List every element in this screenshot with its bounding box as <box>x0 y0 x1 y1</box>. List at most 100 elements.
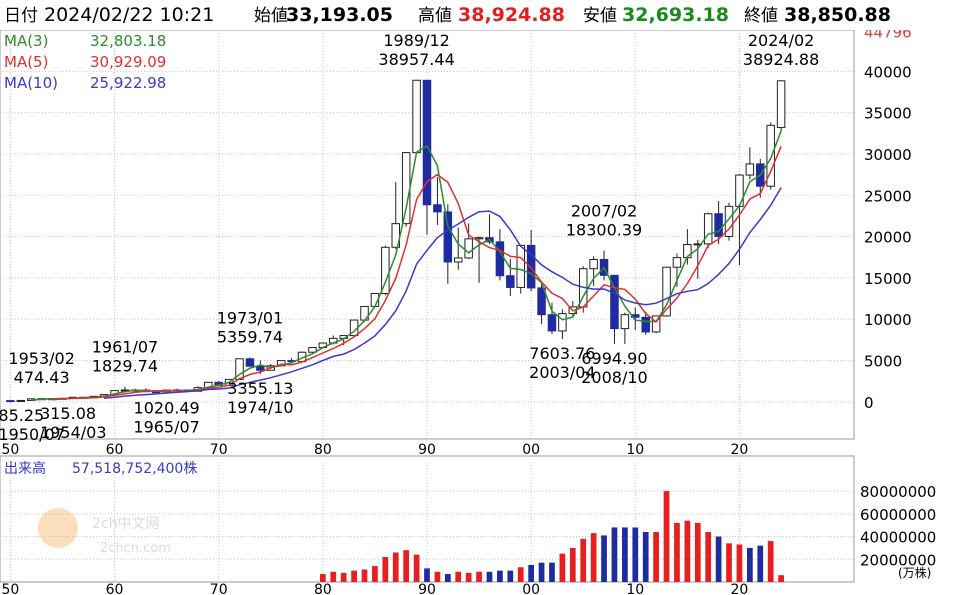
price-y-tick-label: 5000 <box>864 353 902 371</box>
legend-ma5-value: 30,929.09 <box>90 53 166 71</box>
date-label: 日付 <box>4 6 38 26</box>
candle-body <box>724 205 734 237</box>
volume-bar <box>361 569 368 582</box>
price-annotation-label: 1989/12 <box>383 31 449 50</box>
volume-bar <box>434 571 441 582</box>
legend-ma3-value: 32,803.18 <box>90 32 166 50</box>
candle-body <box>443 211 453 263</box>
volume-bar <box>403 550 410 582</box>
legend-ma5-label: MA(5) <box>4 53 48 71</box>
watermark-logo-icon <box>38 508 78 548</box>
volume-bar <box>778 575 784 582</box>
price-annotation-label: 2003/04 <box>529 363 595 382</box>
volume-bar <box>642 532 649 582</box>
candle-body <box>453 257 463 263</box>
price-y-axis: 0 5000 10000 15000 20000 25000 30000 35000 40000… <box>864 24 912 412</box>
volume-bar <box>486 571 493 582</box>
candle-body <box>558 313 567 332</box>
candle-body <box>401 152 411 225</box>
header-bar <box>0 0 954 30</box>
price-annotation-label: 1020.49 <box>134 398 200 417</box>
volume-x-tick-label: 70 <box>210 582 228 595</box>
volume-bar <box>340 572 347 582</box>
price-x-tick-label: 10 <box>626 442 644 458</box>
candle-body <box>245 358 255 367</box>
volume-bar <box>538 562 545 582</box>
candle-body <box>766 124 775 187</box>
price-annotation-label: 1954/03 <box>40 423 106 442</box>
price-annotation-label: 1953/02 <box>8 349 74 368</box>
volume-x-tick-label: 50 <box>2 582 20 595</box>
volume-bar <box>517 567 524 582</box>
price-y-tick-label: 15000 <box>864 270 912 288</box>
price-x-tick-label: 80 <box>314 442 332 458</box>
volume-x-tick-label: 80 <box>314 582 332 595</box>
volume-y-axis: 20000000 40000000 60000000 80000000 <box>860 483 936 569</box>
price-annotation-label: 1974/10 <box>227 398 293 417</box>
volume-bar <box>705 532 712 582</box>
price-annotation-label: 18300.39 <box>566 221 642 240</box>
volume-bar <box>319 574 326 582</box>
volume-bar <box>507 570 514 582</box>
candle-body <box>641 316 650 333</box>
candle-body <box>714 213 723 237</box>
candle-body <box>703 213 713 245</box>
volume-bar <box>726 543 732 582</box>
open-label: 始値 <box>254 6 288 26</box>
volume-bar <box>611 527 618 582</box>
price-annotation-label: 2007/02 <box>571 202 637 221</box>
volume-bar <box>674 522 680 582</box>
candle-body <box>651 315 661 333</box>
volume-bar <box>694 522 701 582</box>
volume-bar <box>590 533 597 582</box>
candle-body <box>6 400 15 403</box>
price-annotation-label: 2008/10 <box>581 368 647 387</box>
volume-bar <box>580 538 587 582</box>
volume-y-tick-label: 40000000 <box>860 529 936 547</box>
candlestick-series <box>6 79 786 403</box>
volume-bar <box>476 571 482 582</box>
price-annotation-label: 2024/02 <box>748 31 814 50</box>
volume-bar <box>330 571 337 582</box>
volume-x-tick-label: 10 <box>626 582 644 595</box>
candle-body <box>537 287 546 316</box>
candle-body <box>620 314 630 330</box>
volume-bar <box>684 520 691 582</box>
legend-ma3-label: MA(3) <box>4 32 48 50</box>
volume-x-axis: 50 60 70 80 90 00 10 20 <box>2 582 749 595</box>
volume-y-tick-label: 60000000 <box>860 506 936 524</box>
volume-bar <box>601 535 607 582</box>
volume-bar <box>663 491 670 582</box>
candle-body <box>16 399 26 402</box>
price-annotation-label: 6994.90 <box>581 349 647 368</box>
price-annotation-label: 315.08 <box>40 404 96 423</box>
price-annotation-label: 38957.44 <box>378 50 454 69</box>
volume-bar <box>746 547 753 582</box>
candle-body <box>745 163 755 176</box>
volume-bar <box>653 532 659 582</box>
price-x-axis: 50 60 70 80 90 00 10 20 <box>2 442 749 458</box>
volume-bar <box>569 547 576 582</box>
volume-x-tick-label: 20 <box>731 582 749 595</box>
volume-bar <box>767 541 774 582</box>
volume-bar <box>372 566 378 582</box>
volume-bar <box>465 572 472 582</box>
price-y-tick-label: 40000 <box>864 63 912 81</box>
watermark-text-2: 2chcn.com <box>100 541 171 556</box>
price-annotation-label: 7603.76 <box>529 344 595 363</box>
volume-bar <box>528 564 535 582</box>
volume-bars <box>319 491 784 582</box>
candle-body <box>506 275 515 288</box>
legend-ma10-value: 25,922.98 <box>90 74 166 92</box>
candle-body <box>547 314 557 332</box>
volume-bar <box>757 545 764 582</box>
candle-body <box>516 244 525 288</box>
price-y-tick-label: 10000 <box>864 311 912 329</box>
close-value: 38,850.88 <box>784 4 891 26</box>
legend-ma10-label: MA(10) <box>4 74 58 92</box>
candle-body <box>464 238 473 259</box>
moving-average-lines <box>31 130 782 401</box>
candle-body <box>433 204 442 213</box>
